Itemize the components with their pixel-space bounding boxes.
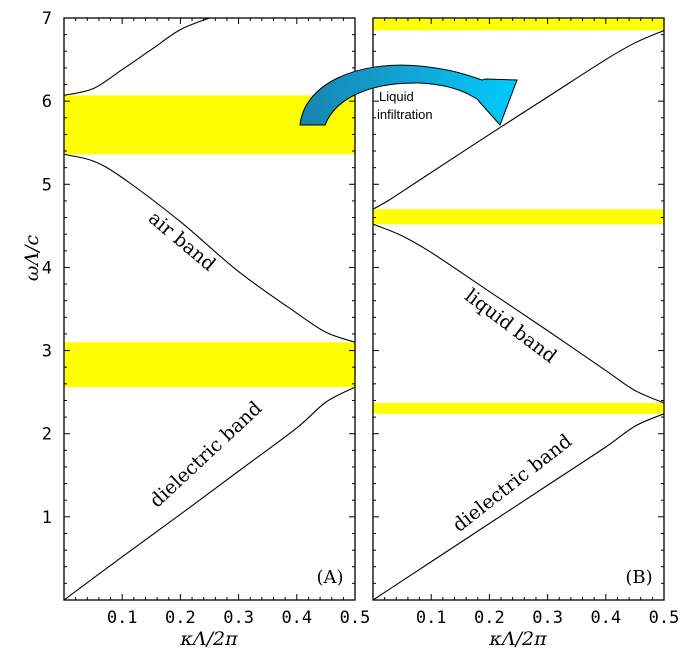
band-curve-1 (64, 153, 355, 343)
band-curve-1 (373, 223, 664, 404)
band-gap-1 (373, 209, 664, 225)
band-label-1: liquid band (461, 285, 561, 368)
panel-label: (A) (316, 567, 343, 588)
plot-frame (63, 17, 356, 601)
arrow-text-line1: Liquid (379, 89, 414, 104)
x-axis-title-a: κΛ/2π (179, 628, 238, 650)
band-curve-2 (64, 18, 210, 96)
band-curve-2 (373, 29, 664, 210)
band-gap-2 (373, 18, 664, 31)
y-tick-label-5: 6 (42, 92, 52, 112)
y-tick-label-3: 4 (42, 258, 52, 278)
x-tick-label-3: 0.4 (590, 608, 621, 628)
x-tick-label-4: 0.5 (649, 608, 680, 628)
y-axis-title: ωΛ/c (21, 235, 43, 282)
panel-label: (B) (625, 567, 652, 588)
arrow-text-line2: infiltration (377, 107, 433, 122)
band-curve-0 (64, 386, 355, 600)
y-tick-label-0: 1 (42, 508, 52, 528)
band-label-0: dielectric band (448, 430, 576, 536)
x-tick-label-0: 0.1 (107, 608, 138, 628)
x-tick-label-4: 0.5 (340, 608, 371, 628)
band-label-1: air band (144, 207, 220, 276)
arrow-shape (299, 64, 518, 126)
y-tick-label-2: 3 (42, 342, 52, 362)
x-tick-label-1: 0.2 (165, 608, 196, 628)
plot-frame (372, 17, 665, 601)
x-tick-label-2: 0.3 (223, 608, 254, 628)
x-tick-label-2: 0.3 (532, 608, 563, 628)
y-tick-label-6: 7 (42, 9, 52, 29)
y-tick-label-1: 2 (42, 425, 52, 445)
x-axis-title-b: κΛ/2π (488, 628, 547, 650)
y-tick-label-4: 5 (42, 175, 52, 195)
band-curve-0 (373, 413, 664, 600)
band-gap-0 (373, 402, 664, 414)
x-tick-label-1: 0.2 (474, 608, 505, 628)
band-gap-0 (64, 342, 355, 388)
liquid-infiltration-arrow: Liquid infiltration (299, 64, 518, 126)
x-tick-label-3: 0.4 (281, 608, 312, 628)
x-tick-label-0: 0.1 (416, 608, 447, 628)
